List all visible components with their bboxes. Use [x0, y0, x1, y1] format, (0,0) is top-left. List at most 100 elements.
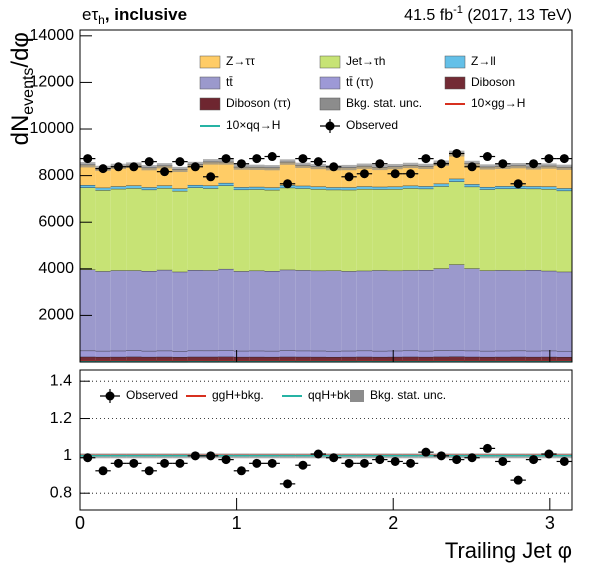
lumi-part: 41.5 fb	[404, 7, 453, 24]
stack-bar	[310, 186, 326, 190]
stack-bar	[418, 270, 434, 351]
observed-point	[113, 162, 123, 172]
observed-point	[406, 169, 416, 179]
title-part: eτ	[82, 5, 98, 24]
stack-bar	[203, 356, 219, 361]
stack-bar	[464, 186, 480, 269]
stack-bar	[433, 268, 449, 351]
stack-bar	[541, 270, 557, 351]
y-tick-label: 1.2	[50, 410, 72, 427]
stack-bar	[341, 187, 357, 190]
stack-bar	[172, 188, 188, 191]
stack-bar	[495, 166, 511, 187]
stack-bar	[510, 356, 526, 361]
stack-bar	[418, 350, 434, 357]
stack-bar	[341, 356, 357, 361]
stack-bar	[218, 161, 234, 183]
stack-bar	[80, 350, 96, 357]
stack-bar	[233, 271, 250, 351]
observed-point	[221, 154, 231, 164]
stack-bar	[418, 356, 434, 361]
stack-bar	[110, 350, 127, 357]
stack-bar	[218, 356, 234, 361]
ratio-point	[390, 456, 400, 466]
observed-point	[390, 169, 400, 179]
legend-swatch	[319, 97, 341, 111]
stack-bar	[95, 271, 111, 351]
observed-point	[436, 159, 446, 169]
x-axis-label: Trailing Jet φ	[445, 538, 572, 563]
stack-bar	[449, 178, 465, 182]
stack-bar	[110, 186, 127, 189]
ratio-point	[344, 458, 354, 468]
stack-bar	[187, 356, 203, 361]
stack-bar	[326, 270, 342, 351]
stack-bar	[556, 350, 572, 357]
stack-bar	[541, 350, 557, 357]
unc-band	[387, 163, 403, 170]
ratio-point	[221, 455, 231, 465]
stack-bar	[172, 351, 188, 357]
stack-bar	[141, 189, 157, 271]
ratio-point	[175, 458, 185, 468]
stack-bar	[387, 186, 403, 190]
ylabel-sub: events	[20, 68, 37, 115]
observed-point	[83, 154, 93, 164]
legend-marker	[325, 121, 335, 131]
stack-bar	[95, 187, 111, 191]
stack-bar	[326, 167, 342, 188]
stack-bar	[279, 187, 296, 270]
legend-swatch	[444, 55, 466, 69]
stack-bar	[264, 167, 280, 188]
stack-bar	[264, 356, 280, 361]
x-tick-label: 2	[388, 513, 398, 533]
stack-bar	[541, 166, 557, 187]
ratio-point	[236, 466, 246, 476]
y-tick-label: 1	[63, 447, 72, 464]
stack-bar	[172, 190, 188, 272]
unc-band	[402, 162, 419, 169]
stack-bar	[510, 350, 526, 357]
stack-bar	[479, 270, 496, 351]
unc-band	[310, 163, 326, 170]
stack-bar	[295, 270, 311, 351]
unc-band	[156, 163, 173, 169]
stack-bar	[433, 356, 449, 361]
stack-bar	[172, 169, 188, 189]
stack-bar	[418, 186, 434, 189]
stack-bar	[433, 186, 449, 269]
observed-point	[513, 179, 523, 189]
ratio-point	[436, 451, 446, 461]
stack-bar	[525, 188, 542, 271]
ratio-point	[513, 475, 523, 485]
stack-bar	[495, 356, 511, 361]
legend-label: 10×gg→H	[471, 96, 525, 110]
stack-bar	[156, 350, 173, 357]
stack-bar	[479, 350, 496, 357]
stack-bar	[187, 187, 203, 271]
observed-point	[375, 159, 385, 169]
stack-bar	[356, 188, 373, 271]
stack-bar	[449, 153, 465, 179]
observed-point	[160, 167, 170, 177]
ratio-frame	[79, 369, 573, 511]
stack-bar	[433, 163, 449, 184]
stack-bar	[525, 350, 542, 357]
stack-bar	[279, 356, 296, 361]
stack-bar	[156, 185, 173, 189]
legend-label: Observed	[346, 118, 398, 132]
stack-bar	[449, 264, 465, 351]
stack-bar	[295, 350, 311, 357]
stack-bar	[510, 165, 526, 186]
y-tick-label: 14000	[30, 27, 75, 44]
observed-point	[267, 152, 277, 162]
stack-bar	[249, 189, 265, 271]
observed-point	[482, 152, 492, 162]
stack-bar	[187, 350, 203, 357]
stack-bar	[372, 356, 388, 361]
title-part: , inclusive	[105, 5, 187, 24]
stack-bar	[279, 269, 296, 351]
x-tick-label: 1	[232, 513, 242, 533]
stack-bar	[203, 185, 219, 189]
